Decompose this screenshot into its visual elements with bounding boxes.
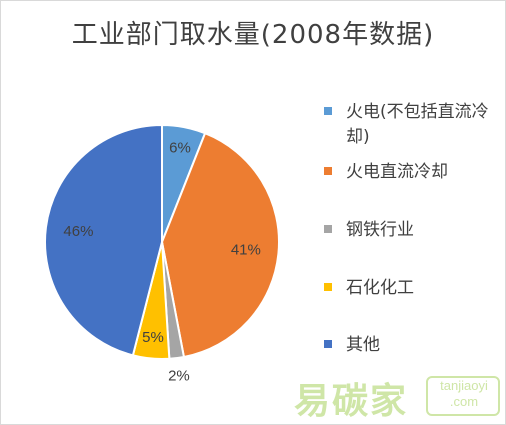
pie-slice-1 <box>160 131 280 359</box>
legend-swatch-0 <box>324 107 332 115</box>
legend-label-0: 火电(不包括直流冷却) <box>346 102 489 147</box>
legend-swatch-2 <box>324 225 332 233</box>
legend-swatch-4 <box>324 340 332 348</box>
legend-swatch-1 <box>324 167 332 175</box>
data-label-0: 6% <box>169 139 191 156</box>
pie-slices <box>44 123 280 360</box>
data-label-4: 46% <box>63 223 93 240</box>
chart-title: 工业部门取水量(2008年数据) <box>71 20 435 50</box>
watermark-badge-line1: tanjiaoyi <box>440 378 488 393</box>
watermark-badge-line2: .com <box>449 394 479 409</box>
pie-data-labels: 6% 41% 2% 5% 46% <box>63 139 260 384</box>
data-label-2: 2% <box>168 367 190 384</box>
legend-label-4: 其他 <box>346 335 380 355</box>
legend-label-1: 火电直流冷却 <box>346 162 448 182</box>
watermark-text: 易碳家 <box>294 381 409 422</box>
legend-swatch-3 <box>324 283 332 291</box>
watermark-logo: 易碳家 tanjiaoyi .com <box>294 372 504 422</box>
legend-label-3: 石化化工 <box>346 278 414 298</box>
legend-label-2: 钢铁行业 <box>346 220 414 240</box>
data-label-1: 41% <box>231 241 261 258</box>
pie-slice-4 <box>44 123 163 357</box>
data-label-3: 5% <box>142 329 164 346</box>
watermark-badge: tanjiaoyi .com <box>426 376 500 416</box>
